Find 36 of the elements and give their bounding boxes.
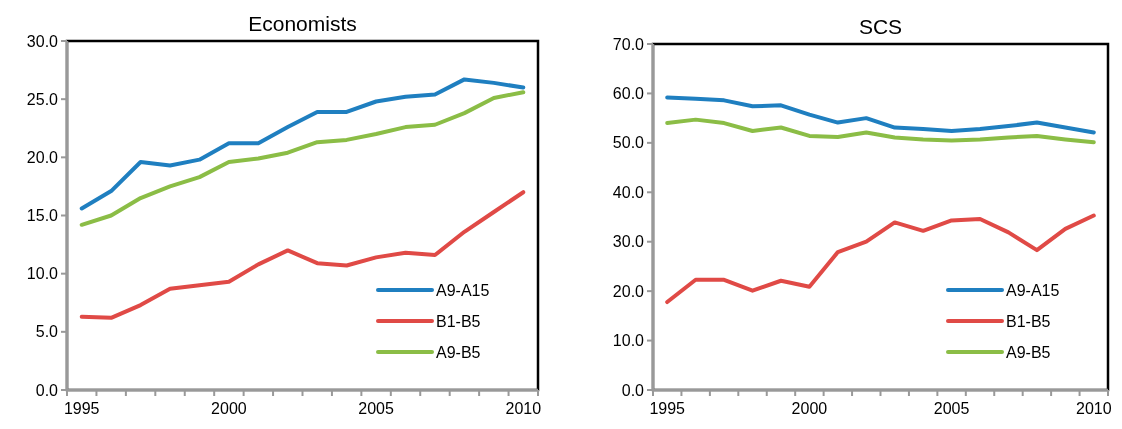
x-tick-label: 2010 xyxy=(505,400,542,417)
line-series xyxy=(665,117,1096,145)
y-tick-label: 15.0 xyxy=(26,207,59,225)
y-tick-label: 0.0 xyxy=(35,381,59,399)
x-tick-label: 2000 xyxy=(211,400,247,417)
x-tick-label: 2010 xyxy=(1075,400,1112,417)
y-tick-label: 30.0 xyxy=(612,233,645,251)
chart-title: SCS xyxy=(858,15,903,38)
legend-label: A9-A15 xyxy=(436,281,490,299)
legend-label: A9-B5 xyxy=(1006,343,1051,361)
legend-label: A9-A15 xyxy=(1006,281,1060,299)
legend-label: B1-B5 xyxy=(436,312,481,330)
x-tick-label: 1995 xyxy=(63,400,100,417)
y-tick-label: 10.0 xyxy=(26,265,59,283)
line-series xyxy=(665,213,1096,305)
x-tick-label: 2000 xyxy=(791,400,828,417)
y-tick-label: 0.0 xyxy=(621,381,645,399)
legend-label: A9-B5 xyxy=(436,343,481,361)
line-series xyxy=(79,90,526,227)
line-series xyxy=(665,95,1096,135)
y-tick-label: 10.0 xyxy=(612,332,645,350)
y-tick-label: 30.0 xyxy=(26,32,59,50)
y-tick-label: 40.0 xyxy=(612,183,645,201)
y-tick-label: 5.0 xyxy=(35,323,59,341)
y-tick-label: 25.0 xyxy=(26,90,59,108)
x-tick-label: 2005 xyxy=(933,400,970,417)
x-tick-label: 2005 xyxy=(358,400,394,417)
line-series xyxy=(79,77,526,211)
x-tick-label: 1995 xyxy=(649,400,686,417)
y-tick-label: 20.0 xyxy=(26,148,59,166)
y-tick-label: 70.0 xyxy=(612,35,645,53)
chart-title: Economists xyxy=(248,12,357,35)
y-tick-label: 20.0 xyxy=(612,282,645,300)
legend-label: B1-B5 xyxy=(1006,312,1051,330)
y-tick-label: 60.0 xyxy=(612,85,645,103)
y-tick-label: 50.0 xyxy=(612,134,645,152)
